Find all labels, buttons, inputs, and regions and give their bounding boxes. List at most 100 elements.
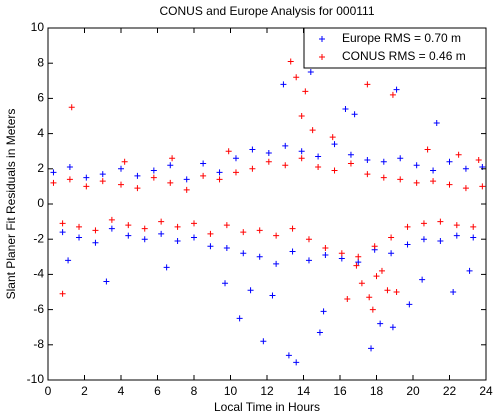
point <box>216 176 223 183</box>
point <box>329 134 336 141</box>
point <box>134 185 141 192</box>
point <box>191 234 197 241</box>
point <box>470 234 477 241</box>
y-tick-label: 8 <box>37 55 44 69</box>
point <box>200 160 207 167</box>
point <box>273 260 280 267</box>
point <box>236 315 243 322</box>
point <box>158 230 165 237</box>
point <box>65 257 72 264</box>
y-tick-label: -10 <box>27 372 45 386</box>
point <box>59 229 66 236</box>
y-axis-label: Slant Planer Fit Residuals in Meters <box>4 109 18 300</box>
point <box>174 237 181 244</box>
point <box>397 155 404 162</box>
point <box>366 294 373 301</box>
point <box>66 176 73 183</box>
point <box>368 345 375 352</box>
y-tick-label: -8 <box>33 337 44 351</box>
point <box>108 216 115 223</box>
point <box>92 239 99 246</box>
point <box>466 267 473 274</box>
point <box>315 164 322 171</box>
point <box>167 179 174 186</box>
point <box>430 178 437 185</box>
point <box>298 113 305 119</box>
point <box>389 324 396 331</box>
point <box>150 174 157 181</box>
point <box>256 253 263 260</box>
point <box>462 185 469 192</box>
point <box>430 167 437 174</box>
point <box>309 127 316 134</box>
x-tick-label: 2 <box>81 384 88 398</box>
point <box>207 243 214 250</box>
point <box>240 250 247 257</box>
y-tick-label: 0 <box>37 196 44 210</box>
point <box>223 222 230 229</box>
point <box>191 220 197 227</box>
point <box>420 220 427 227</box>
point <box>446 158 453 165</box>
point <box>437 237 444 244</box>
x-tick-label: 4 <box>118 384 125 398</box>
point <box>453 232 460 239</box>
y-tick-label: -4 <box>33 267 44 281</box>
point <box>183 186 190 193</box>
point <box>437 218 444 225</box>
point <box>285 352 292 359</box>
point <box>322 252 329 259</box>
point <box>351 111 358 118</box>
point <box>280 81 287 88</box>
x-axis-label: Local Time in Hours <box>214 400 320 414</box>
point <box>338 255 345 262</box>
point <box>347 151 354 158</box>
point <box>320 308 327 315</box>
point <box>99 171 106 178</box>
x-tick-label: 18 <box>370 384 384 398</box>
point <box>222 280 229 287</box>
point <box>404 223 411 230</box>
point <box>358 280 365 287</box>
point <box>371 243 378 250</box>
legend-marker <box>319 36 325 42</box>
point <box>344 296 351 303</box>
chart-title: CONUS and Europe Analysis for 000111 <box>159 4 374 18</box>
point <box>331 141 338 148</box>
point <box>134 172 141 179</box>
point <box>163 264 170 271</box>
point <box>216 169 223 176</box>
x-tick-label: 20 <box>406 384 420 398</box>
point <box>68 104 75 111</box>
point <box>389 91 396 98</box>
point <box>158 218 165 225</box>
point <box>273 232 280 239</box>
point <box>413 179 420 186</box>
y-tick-label: 2 <box>37 161 44 175</box>
point <box>424 146 431 153</box>
point <box>298 148 305 155</box>
point <box>378 267 385 274</box>
point <box>287 58 294 65</box>
point <box>223 245 230 251</box>
point <box>289 225 296 232</box>
point <box>404 241 411 248</box>
point <box>118 165 124 172</box>
point <box>118 181 124 188</box>
point <box>265 158 272 165</box>
point <box>384 287 391 294</box>
point <box>121 158 128 165</box>
point <box>125 232 132 239</box>
x-tick-label: 14 <box>297 384 311 398</box>
point <box>298 155 305 162</box>
point <box>249 165 256 172</box>
point <box>76 234 83 241</box>
point <box>247 287 254 294</box>
point <box>322 245 329 251</box>
point <box>59 290 66 297</box>
point <box>207 230 214 237</box>
point <box>293 359 300 366</box>
legend-label: Europe RMS = 0.70 m <box>342 31 461 45</box>
point <box>289 248 296 255</box>
point <box>355 253 362 260</box>
